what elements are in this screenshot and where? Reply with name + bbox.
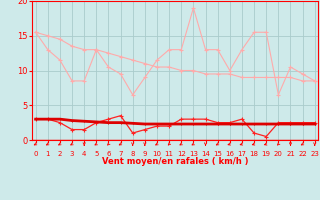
- X-axis label: Vent moyen/en rafales ( km/h ): Vent moyen/en rafales ( km/h ): [102, 157, 248, 166]
